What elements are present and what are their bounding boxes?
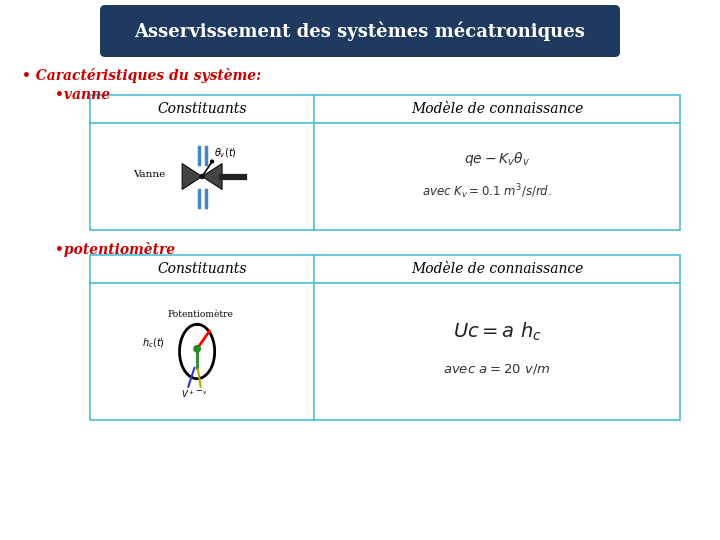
Text: $-_v$: $-_v$ [195,389,208,397]
Bar [90,95,680,230]
Circle shape [211,160,214,163]
Circle shape [200,174,204,179]
Text: $h_c(t)$: $h_c(t)$ [142,336,164,350]
Polygon shape [182,164,202,190]
Text: • Caractéristiques du système:: • Caractéristiques du système: [22,68,261,83]
Text: •potentiomètre: •potentiomètre [55,242,175,257]
Text: •vanne: •vanne [55,88,110,102]
Text: $V^+$: $V^+$ [181,389,195,400]
Bar [90,255,680,420]
Text: $Uc = a\ h_c$: $Uc = a\ h_c$ [453,320,541,343]
Text: Potentiomètre: Potentiomètre [168,310,233,319]
Text: $avec\ a = 20\ v/m$: $avec\ a = 20\ v/m$ [444,362,551,376]
Circle shape [194,346,200,352]
Text: Modèle de connaissance: Modèle de connaissance [411,262,583,276]
Text: Asservissement des systèmes mécatroniques: Asservissement des systèmes mécatronique… [135,21,585,40]
Text: $\theta_v(t)$: $\theta_v(t)$ [214,146,237,160]
Text: Constituants: Constituants [158,102,247,116]
Text: $qe - K_v\theta_v$: $qe - K_v\theta_v$ [464,150,530,167]
Text: Modèle de connaissance: Modèle de connaissance [411,102,583,116]
Text: $avec\ K_v{=}0.1\ m^3{/}s{/}rd.$: $avec\ K_v{=}0.1\ m^3{/}s{/}rd.$ [422,182,552,201]
Text: Vanne: Vanne [133,170,165,179]
Polygon shape [202,164,222,190]
Text: Constituants: Constituants [158,262,247,276]
FancyBboxPatch shape [100,5,620,57]
